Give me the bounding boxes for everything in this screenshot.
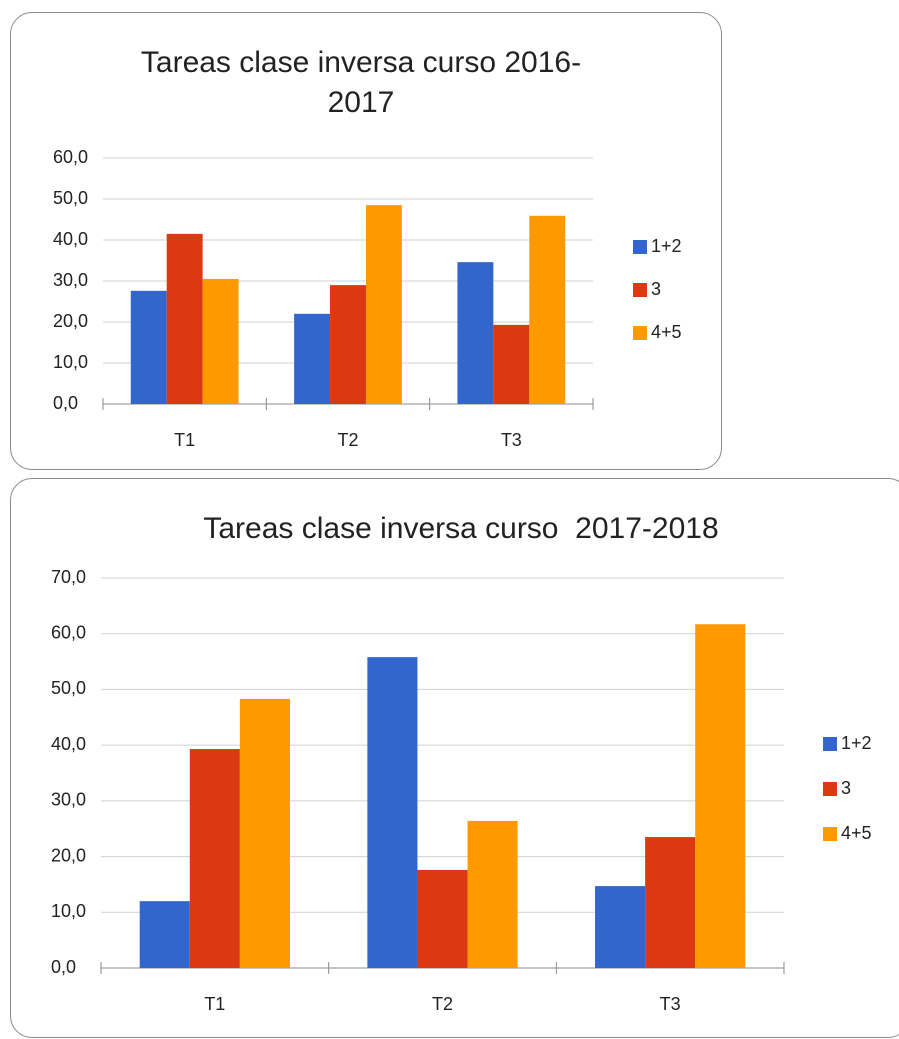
bar — [467, 820, 518, 968]
y-tick-label: 30,0 — [51, 790, 86, 810]
y-tick-label: 60,0 — [53, 147, 88, 167]
bar — [595, 886, 646, 968]
legend-swatch — [633, 283, 647, 297]
bar — [294, 313, 331, 404]
y-tick-label: 0,0 — [51, 957, 76, 977]
chart-panel: Tareas clase inversa curso 2017-2018 0,0… — [10, 478, 899, 1038]
y-tick-label: 20,0 — [51, 845, 86, 865]
y-tick-label: 30,0 — [53, 270, 88, 290]
bar — [529, 215, 566, 404]
chart: 0,0 10,0 20,0 30,0 40,0 50,0 60,0 T1 T2 T3 1+2 3 4+5 — [53, 147, 682, 450]
bar — [493, 324, 530, 404]
legend-label: 4+5 — [841, 823, 872, 843]
y-tick-label: 20,0 — [53, 311, 88, 331]
bar — [139, 901, 190, 968]
chart-title: Tareas clase inversa curso 2017-2018 — [203, 512, 719, 545]
legend-swatch — [633, 326, 647, 340]
y-tick-label: 0,0 — [53, 393, 78, 413]
y-tick-label: 40,0 — [53, 229, 88, 249]
legend-swatch — [823, 827, 837, 841]
y-tick-label: 10,0 — [51, 901, 86, 921]
legend-swatch — [823, 737, 837, 751]
legend-swatch — [823, 782, 837, 796]
x-tick-label: T3 — [660, 994, 681, 1014]
bar — [417, 869, 468, 968]
y-tick-label: 60,0 — [51, 622, 86, 642]
chart-panel: Tareas clase inversa curso 2016-2017 0,0… — [10, 12, 722, 470]
x-tick-label: T2 — [337, 430, 358, 450]
y-tick-label: 50,0 — [51, 678, 86, 698]
bar — [239, 698, 290, 968]
y-tick-label: 10,0 — [53, 352, 88, 372]
legend-swatch — [633, 240, 647, 254]
bar — [457, 262, 494, 404]
x-tick-label: T3 — [501, 430, 522, 450]
chart-title: Tareas clase inversa curso 2016-2017 — [140, 46, 582, 119]
bar — [166, 233, 203, 404]
legend-label: 3 — [841, 778, 851, 798]
bar — [189, 749, 240, 968]
bar — [202, 278, 239, 404]
bar — [130, 290, 167, 404]
legend-label: 3 — [651, 279, 661, 299]
x-tick-label: T1 — [174, 430, 195, 450]
bar — [645, 837, 696, 968]
y-tick-label: 50,0 — [53, 188, 88, 208]
chart: 0,0 10,0 20,0 30,0 40,0 50,0 60,0 70,0 T1 T2 T3 1+2… — [51, 567, 872, 1014]
y-tick-label: 40,0 — [51, 734, 86, 754]
bar — [367, 657, 418, 968]
x-tick-label: T2 — [432, 994, 453, 1014]
y-tick-label: 70,0 — [51, 567, 86, 587]
bar — [365, 205, 402, 404]
bar — [330, 285, 366, 404]
legend-label: 1+2 — [651, 236, 682, 256]
x-tick-label: T1 — [204, 994, 225, 1014]
bar — [695, 624, 746, 968]
legend-label: 4+5 — [651, 322, 682, 342]
legend-label: 1+2 — [841, 733, 872, 753]
